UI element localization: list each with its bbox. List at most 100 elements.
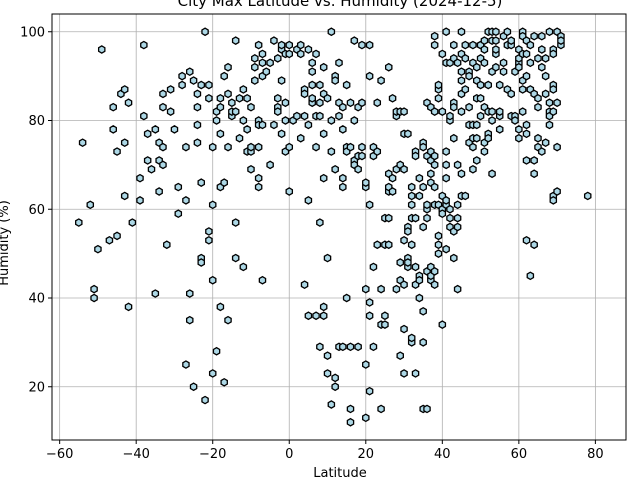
data-point: [251, 76, 259, 85]
data-point: [457, 67, 466, 77]
data-point: [434, 240, 443, 250]
data-point: [549, 107, 558, 116]
data-point: [407, 200, 416, 210]
data-point: [258, 49, 267, 59]
data-point: [434, 231, 443, 241]
data-point: [404, 258, 412, 267]
data-point: [346, 404, 355, 414]
data-point: [388, 93, 397, 103]
data-point: [442, 27, 450, 37]
data-point: [457, 169, 466, 179]
data-point: [316, 80, 324, 90]
data-point: [205, 227, 213, 236]
data-point: [427, 169, 435, 179]
data-point: [423, 200, 431, 210]
data-point: [339, 125, 347, 134]
data-point: [503, 27, 512, 37]
data-point: [476, 93, 485, 103]
data-point: [120, 191, 129, 201]
data-point: [285, 40, 294, 50]
x-tick-label: 40: [434, 447, 451, 462]
chart-title: City Max Latitude vs. Humidity (2024-12-…: [178, 0, 503, 10]
data-point: [258, 120, 267, 130]
data-point: [407, 240, 416, 250]
data-point: [281, 116, 290, 125]
data-point: [377, 404, 385, 414]
data-point: [492, 27, 500, 37]
data-point: [216, 302, 225, 312]
data-point: [327, 116, 336, 125]
data-point: [251, 62, 259, 72]
data-point: [495, 80, 504, 90]
data-point: [262, 67, 271, 77]
data-point: [193, 120, 202, 130]
data-point: [434, 249, 443, 258]
data-point: [346, 342, 355, 352]
data-point: [90, 284, 98, 294]
data-point: [174, 182, 183, 192]
data-point: [557, 36, 565, 45]
data-point: [143, 156, 152, 165]
data-point: [541, 54, 550, 63]
data-point: [350, 36, 359, 45]
data-point: [296, 49, 305, 59]
data-point: [373, 98, 382, 108]
data-point: [465, 71, 473, 81]
data-point: [541, 89, 550, 99]
data-point: [388, 187, 397, 196]
data-point: [438, 49, 447, 59]
data-point: [354, 342, 362, 352]
data-point: [384, 213, 393, 223]
data-point: [438, 209, 447, 219]
data-point: [461, 85, 470, 94]
data-point: [224, 62, 232, 72]
data-point: [197, 80, 206, 90]
data-point: [159, 160, 167, 170]
data-point: [109, 102, 117, 112]
data-point: [300, 280, 309, 290]
data-point: [400, 369, 408, 378]
data-point: [526, 58, 535, 68]
data-point: [86, 200, 95, 210]
data-point: [396, 351, 404, 361]
data-point: [258, 275, 267, 285]
data-point: [316, 111, 324, 121]
data-point: [515, 133, 523, 143]
x-tick-label: −20: [199, 447, 226, 462]
data-point: [472, 120, 481, 130]
data-point: [124, 98, 133, 108]
data-point: [235, 133, 244, 143]
data-point: [442, 160, 450, 170]
data-point: [434, 80, 443, 90]
data-point: [304, 196, 313, 205]
data-point: [258, 58, 267, 68]
data-point: [488, 169, 496, 179]
data-point: [381, 320, 389, 329]
data-point: [541, 71, 550, 81]
data-point: [331, 76, 339, 85]
data-point: [335, 111, 343, 121]
data-point: [94, 244, 102, 254]
data-point: [492, 36, 500, 45]
data-point: [358, 40, 366, 50]
data-point: [140, 111, 148, 121]
data-point: [446, 204, 454, 214]
data-point: [515, 62, 523, 72]
data-point: [480, 45, 489, 54]
data-point: [220, 71, 228, 81]
data-point: [105, 235, 114, 245]
data-point: [522, 156, 531, 165]
data-point: [155, 187, 163, 196]
data-point: [304, 120, 313, 130]
data-point: [254, 182, 263, 192]
data-point: [415, 275, 424, 285]
data-point: [480, 36, 489, 45]
data-point: [365, 71, 374, 81]
data-point: [350, 116, 359, 125]
data-point: [365, 298, 374, 307]
data-point: [365, 200, 374, 210]
data-point: [369, 342, 378, 352]
data-point: [373, 147, 382, 156]
y-tick-label: 20: [28, 380, 45, 395]
